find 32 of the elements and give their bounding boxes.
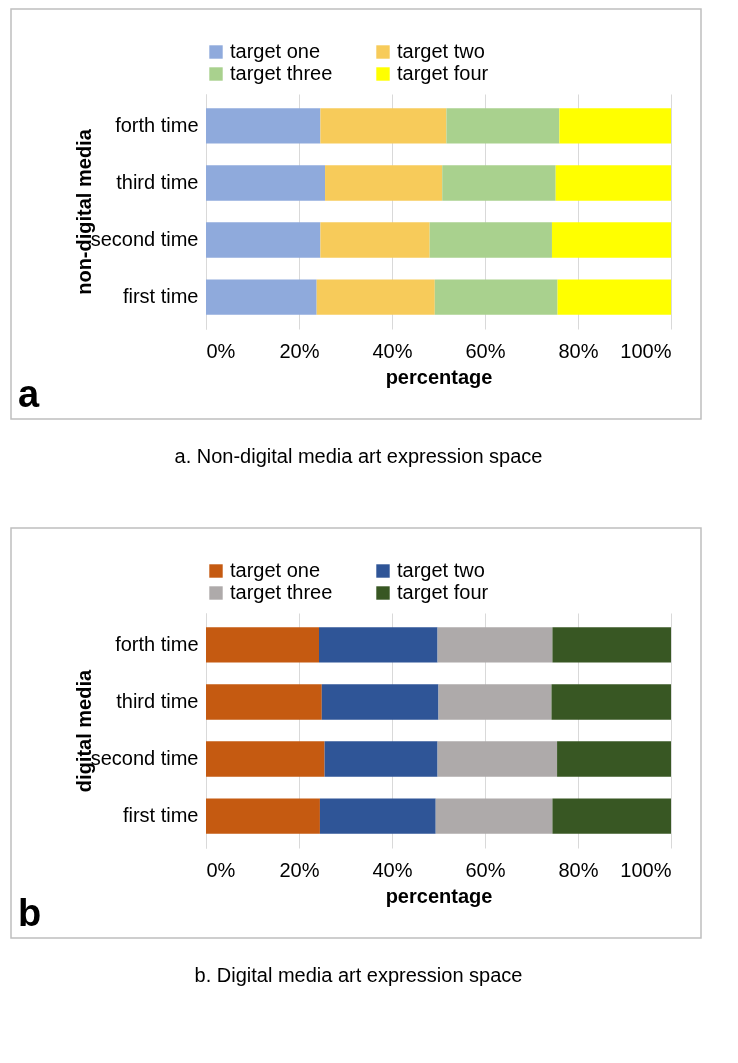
x-tick-label: 20% — [279, 339, 320, 362]
y-tick-label: forth time — [115, 113, 199, 136]
y-tick-label: first time — [122, 804, 199, 827]
x-tick-label: 0% — [206, 858, 236, 881]
x-tick-label: 60% — [465, 339, 506, 362]
x-tick-label: 80% — [558, 858, 599, 881]
text: b — [18, 892, 42, 934]
x-tick-label: 60% — [465, 858, 506, 881]
legend-label: target three — [230, 62, 333, 84]
y-tick-label: forth time — [115, 632, 199, 655]
legend-label: target two — [397, 40, 485, 62]
x-axis-title: percentage — [385, 365, 493, 388]
text: a. Non-digital media art expression space — [174, 445, 543, 467]
x-tick-label: 40% — [372, 858, 413, 881]
x-tick-label: 100% — [620, 858, 672, 881]
y-tick-label: third time — [116, 170, 199, 193]
legend-label: target one — [230, 40, 321, 62]
x-tick-label: 80% — [558, 339, 599, 362]
y-tick-label: third time — [116, 689, 199, 712]
y-tick-label: first time — [122, 285, 199, 308]
x-tick-label: 40% — [372, 339, 413, 362]
legend-label: target two — [397, 559, 485, 581]
legend-label: target one — [230, 559, 321, 581]
x-axis-title: percentage — [385, 884, 493, 907]
text: b. Digital media art expression space — [194, 964, 523, 986]
x-tick-label: 20% — [279, 858, 320, 881]
text: a — [18, 373, 40, 415]
x-tick-label: 0% — [206, 339, 236, 362]
legend-label: target four — [397, 62, 489, 84]
legend-label: target four — [397, 581, 489, 603]
x-tick-label: 100% — [620, 339, 672, 362]
legend-label: target three — [230, 581, 333, 603]
